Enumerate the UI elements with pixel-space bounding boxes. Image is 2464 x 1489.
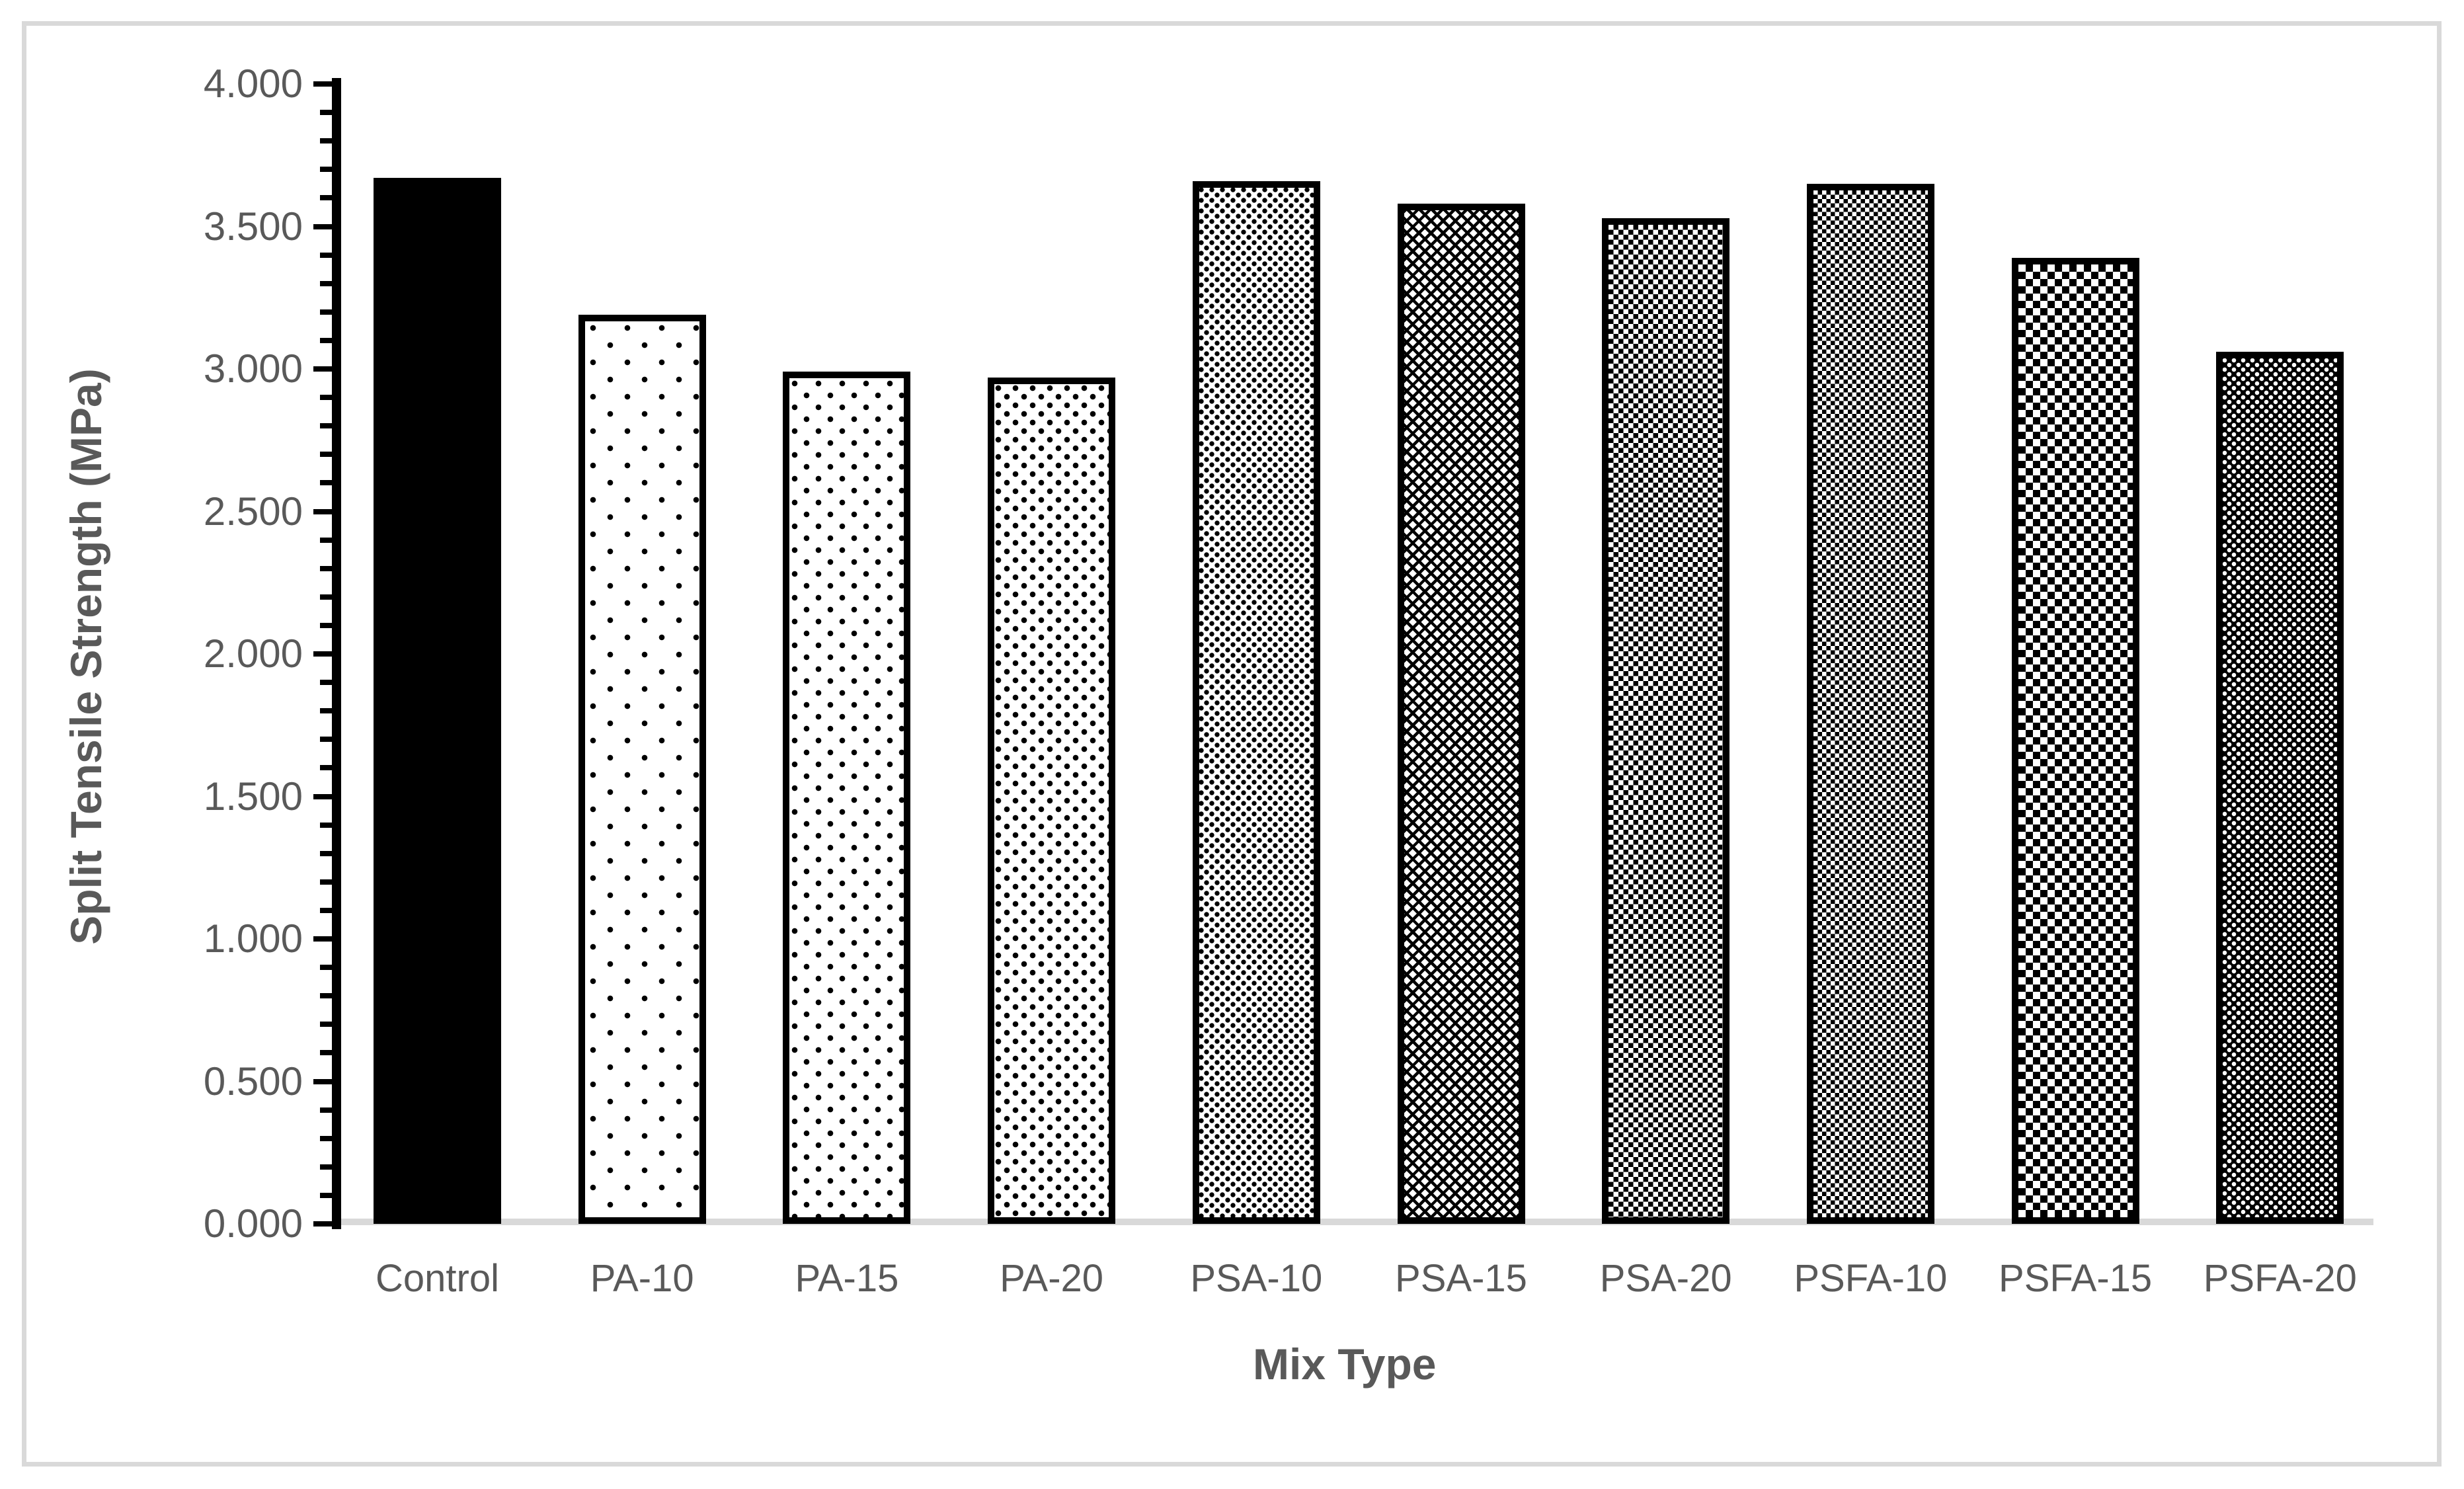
y-axis-minor-tick (320, 195, 332, 201)
x-category-label: Control (376, 1257, 499, 1300)
y-axis-minor-tick (320, 993, 332, 999)
x-category-label: PSFA-20 (2203, 1257, 2357, 1300)
bar-psfa-20 (2216, 352, 2344, 1224)
y-axis-minor-tick (320, 737, 332, 743)
y-tick-label: 1.000 (203, 916, 303, 961)
y-axis-minor-tick (320, 965, 332, 971)
y-axis-major-tick (313, 793, 332, 799)
x-category-label: PSFA-10 (1794, 1257, 1948, 1300)
y-axis-minor-tick (320, 822, 332, 828)
bar-psa-10 (1192, 181, 1320, 1224)
y-axis-minor-tick (320, 423, 332, 429)
x-category-label: PA-15 (795, 1257, 899, 1300)
y-axis-minor-tick (320, 1135, 332, 1141)
x-category-label: PA-10 (590, 1257, 694, 1300)
bar-pa-20 (988, 377, 1116, 1224)
y-axis-minor-tick (320, 337, 332, 343)
y-tick-label: 1.500 (203, 774, 303, 819)
y-axis-minor-tick (320, 280, 332, 286)
y-axis-major-tick (313, 366, 332, 372)
y-tick-label: 3.000 (203, 346, 303, 391)
y-axis-minor-tick (320, 907, 332, 913)
y-axis-minor-tick (320, 565, 332, 571)
y-axis-major-tick (313, 508, 332, 514)
bar-pa-10 (578, 315, 706, 1224)
y-axis-minor-tick (320, 1192, 332, 1198)
y-axis-minor-tick (320, 680, 332, 686)
y-tick-label: 0.500 (203, 1059, 303, 1104)
y-tick-label: 2.500 (203, 489, 303, 534)
y-axis-minor-tick (320, 452, 332, 458)
y-axis-line (332, 78, 341, 1229)
y-axis-minor-tick (320, 138, 332, 144)
x-category-label: PSFA-15 (1999, 1257, 2153, 1300)
y-axis-minor-tick (320, 622, 332, 628)
bar-control (374, 178, 501, 1224)
y-axis-minor-tick (320, 480, 332, 486)
y-axis-minor-tick (320, 1022, 332, 1027)
y-axis-major-tick (313, 1078, 332, 1084)
y-axis-minor-tick (320, 395, 332, 401)
y-axis-title: Split Tensile Strength (MPa) (61, 368, 110, 945)
x-category-label: PSA-15 (1395, 1257, 1527, 1300)
bar-psa-20 (1602, 218, 1730, 1224)
y-axis-minor-tick (320, 1050, 332, 1056)
x-category-label: PSA-10 (1190, 1257, 1323, 1300)
y-axis-minor-tick (320, 594, 332, 600)
y-axis-minor-tick (320, 879, 332, 885)
y-axis-minor-tick (320, 309, 332, 315)
bar-psfa-10 (1806, 183, 1934, 1224)
bar-psfa-15 (2011, 257, 2139, 1224)
x-category-label: PSA-20 (1599, 1257, 1732, 1300)
x-axis-baseline (341, 1219, 2373, 1225)
y-axis-minor-tick (320, 708, 332, 714)
x-category-label: PA-20 (1000, 1257, 1104, 1300)
y-axis-minor-tick (320, 1107, 332, 1113)
y-tick-label: 0.000 (203, 1201, 303, 1246)
bar-pa-15 (783, 372, 911, 1224)
x-axis-title: Mix Type (1253, 1340, 1437, 1388)
y-axis-minor-tick (320, 110, 332, 116)
y-axis-major-tick (313, 223, 332, 229)
y-axis-minor-tick (320, 765, 332, 771)
y-axis-minor-tick (320, 537, 332, 543)
y-axis-minor-tick (320, 1164, 332, 1170)
y-axis-minor-tick (320, 252, 332, 258)
bar-psa-15 (1397, 204, 1525, 1224)
y-tick-label: 4.000 (203, 61, 303, 106)
y-tick-label: 2.000 (203, 631, 303, 676)
y-tick-label: 3.500 (203, 204, 303, 249)
y-axis-major-tick (313, 936, 332, 942)
y-axis-major-tick (313, 81, 332, 87)
y-axis-major-tick (313, 1221, 332, 1227)
y-axis-minor-tick (320, 850, 332, 856)
y-axis-major-tick (313, 651, 332, 657)
y-axis-minor-tick (320, 167, 332, 173)
